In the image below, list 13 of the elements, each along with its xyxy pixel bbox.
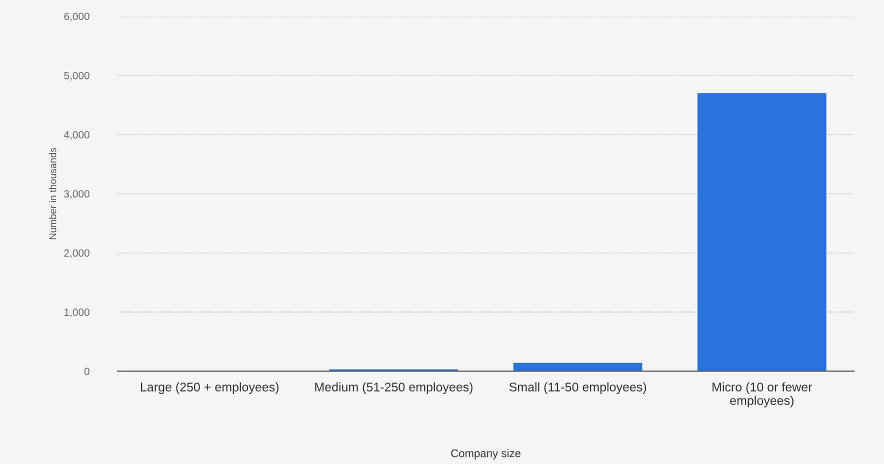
x-tick-label: Large (250 + employees) <box>140 382 279 394</box>
y-tick-label: 2,000 <box>64 249 90 258</box>
y-axis-title: Number in thousands <box>49 148 56 240</box>
x-tick-label: Medium (51-250 employees) <box>315 382 472 394</box>
y-tick-label: 0 <box>84 368 90 376</box>
y-tick-label: 4,000 <box>64 131 90 140</box>
y-tick-label: 3,000 <box>64 190 90 199</box>
x-tick-label: Micro (10 or fewer employees) <box>712 382 812 408</box>
y-tick-label: 5,000 <box>64 72 90 81</box>
y-tick-label: 1,000 <box>64 308 90 318</box>
y-tick-label: 6,000 <box>64 12 90 22</box>
x-axis-title: Company size <box>451 449 520 460</box>
x-tick-label: Small (11-50 employees) <box>509 382 646 394</box>
